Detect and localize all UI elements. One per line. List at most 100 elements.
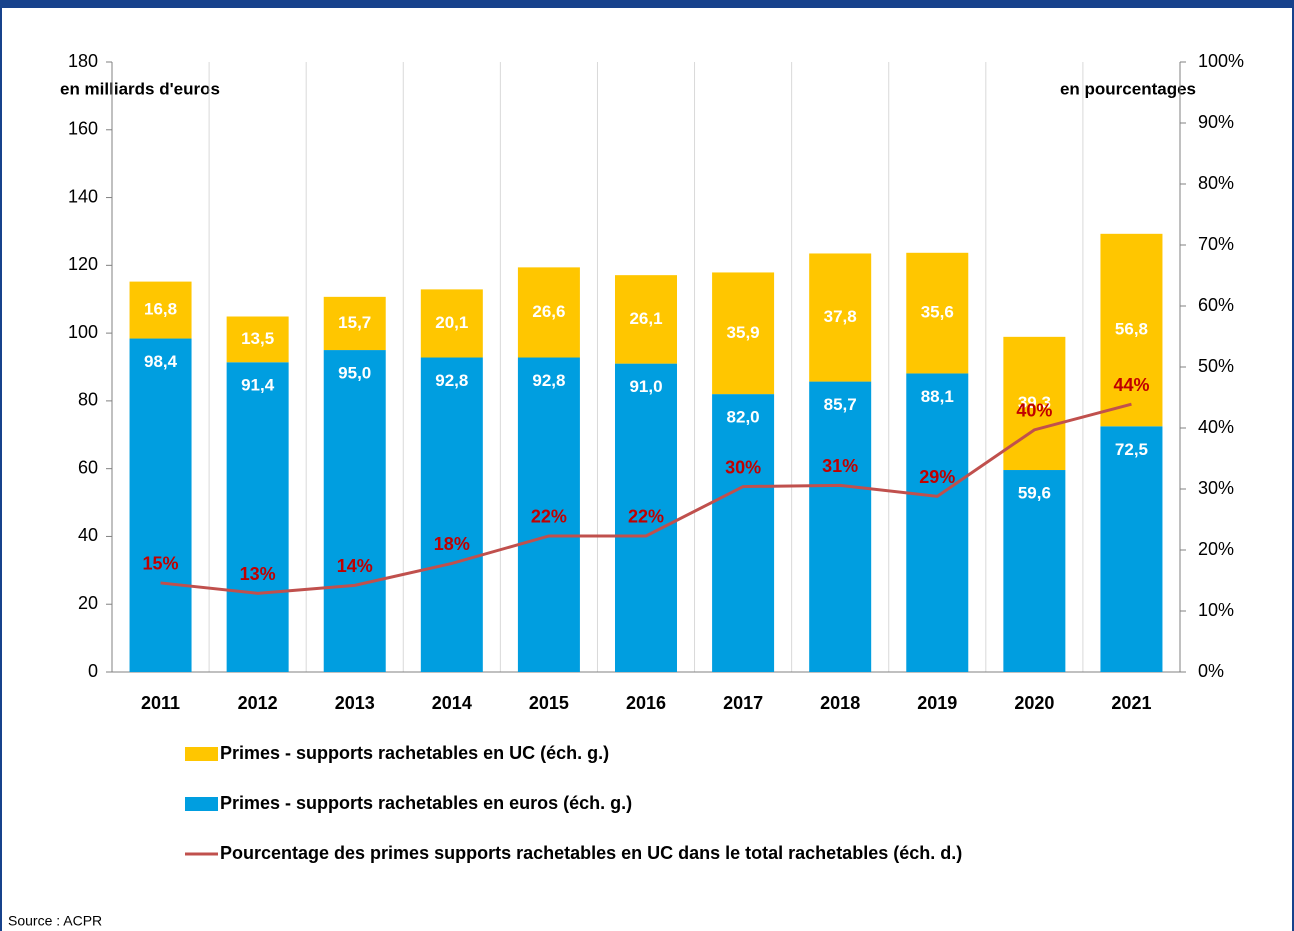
bar-value-label: 26,6: [532, 302, 565, 321]
x-tick-label: 2016: [626, 693, 666, 713]
legend-swatch: [185, 797, 218, 811]
bar: [1100, 426, 1163, 672]
bar-value-label: 92,8: [532, 371, 565, 390]
bar: [809, 253, 872, 382]
x-tick-label: 2015: [529, 693, 569, 713]
line-value-label: 18%: [434, 534, 470, 554]
line: [160, 402, 1132, 595]
y-tick-label: 100: [68, 322, 98, 342]
bar: [1003, 470, 1066, 672]
top-band: [0, 0, 1294, 8]
bar: [517, 267, 580, 358]
bar: [1100, 233, 1163, 427]
y-tick-label: 80: [78, 390, 98, 410]
y-tick-label: 120: [68, 254, 98, 274]
bar-value-label: 85,7: [824, 395, 857, 414]
y-tick-label: 20: [78, 593, 98, 613]
line-value-label: 22%: [531, 507, 567, 527]
line-value-label: 44%: [1113, 375, 1149, 395]
legend-label: Primes - supports rachetables en euros (…: [220, 793, 632, 813]
legend-label: Pourcentage des primes supports rachetab…: [220, 843, 962, 863]
bar-value-label: 16,8: [144, 300, 177, 319]
y2-tick-label: 50%: [1198, 356, 1234, 376]
bar: [517, 357, 580, 672]
y-tick-label: 60: [78, 457, 98, 477]
bar: [420, 289, 483, 358]
bar-value-label: 56,8: [1115, 320, 1148, 339]
bar: [129, 338, 192, 672]
bar: [615, 275, 677, 364]
y2-tick-label: 80%: [1198, 173, 1234, 193]
bar-value-label: 35,9: [727, 323, 760, 342]
y-tick-label: 0: [88, 661, 98, 681]
source: Source : ACPR: [8, 913, 102, 929]
bar-value-label: 88,1: [921, 387, 954, 406]
y2-tick-label: 30%: [1198, 478, 1234, 498]
frame-right: [1292, 0, 1294, 931]
bar-value-label: 26,1: [629, 309, 662, 328]
bar-value-label: 82,0: [727, 408, 760, 427]
line-value-label: 15%: [143, 554, 179, 574]
bar: [420, 357, 483, 672]
y2-axis-label: en pourcentages: [1060, 79, 1196, 98]
y2-tick-label: 10%: [1198, 600, 1234, 620]
x-tick-label: 2013: [335, 693, 375, 713]
y-tick-label: 160: [68, 119, 98, 139]
bar: [809, 381, 872, 672]
legend-label: Primes - supports rachetables en UC (éch…: [220, 743, 609, 763]
line-value-label: 31%: [822, 456, 858, 476]
x-tick-label: 2012: [238, 693, 278, 713]
bar-value-label: 15,7: [338, 313, 371, 332]
bar-value-label: 13,5: [241, 329, 274, 348]
bar: [615, 363, 677, 672]
y2-tick-label: 90%: [1198, 112, 1234, 132]
bar: [712, 394, 775, 672]
bar: [712, 272, 775, 395]
y-axis-label: en milliards d'euros: [60, 79, 220, 98]
bar: [906, 373, 969, 672]
bar-value-label: 39,3: [1018, 393, 1051, 412]
line-value-label: 13%: [240, 564, 276, 584]
x-tick-label: 2014: [432, 693, 472, 713]
line-value-label: 40%: [1016, 401, 1052, 421]
bar-value-label: 92,8: [435, 371, 468, 390]
x-tick-label: 2020: [1014, 693, 1054, 713]
bar-value-label: 20,1: [435, 313, 468, 332]
bar-value-label: 35,6: [921, 303, 954, 322]
line-value-label: 29%: [919, 467, 955, 487]
line-value-label: 14%: [337, 556, 373, 576]
frame-left: [0, 0, 2, 931]
y2-tick-label: 100%: [1198, 51, 1244, 71]
line-value-label: 30%: [725, 457, 761, 477]
bar: [323, 296, 386, 351]
bar-value-label: 95,0: [338, 364, 371, 383]
x-tick-label: 2021: [1111, 693, 1151, 713]
y2-tick-label: 40%: [1198, 417, 1234, 437]
x-tick-label: 2017: [723, 693, 763, 713]
y2-tick-label: 20%: [1198, 539, 1234, 559]
y-tick-label: 180: [68, 51, 98, 71]
line-value-label: 22%: [628, 507, 664, 527]
x-tick-label: 2019: [917, 693, 957, 713]
bar-value-label: 37,8: [824, 307, 857, 326]
bar-value-label: 98,4: [144, 352, 178, 371]
bar: [323, 350, 386, 672]
bar: [226, 316, 289, 363]
bar: [226, 362, 289, 672]
bar-value-label: 91,4: [241, 376, 275, 395]
x-tick-label: 2011: [141, 693, 180, 713]
legend-swatch: [185, 747, 218, 761]
x-tick-label: 2018: [820, 693, 860, 713]
bar: [129, 281, 192, 339]
y2-tick-label: 60%: [1198, 295, 1234, 315]
bar-value-label: 91,0: [629, 377, 662, 396]
bar-value-label: 59,6: [1018, 484, 1051, 503]
bar: [906, 252, 969, 374]
y-tick-label: 40: [78, 525, 98, 545]
y-tick-label: 140: [68, 186, 98, 206]
bar: [1003, 336, 1066, 471]
bar-value-label: 72,5: [1115, 440, 1148, 459]
y2-tick-label: 0%: [1198, 661, 1224, 681]
y2-tick-label: 70%: [1198, 234, 1234, 254]
